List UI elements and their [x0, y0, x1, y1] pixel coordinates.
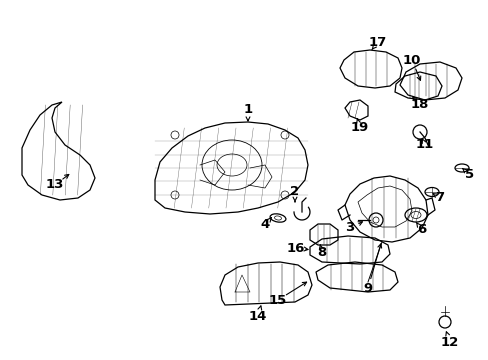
Text: 11: 11 — [415, 139, 433, 152]
Text: 19: 19 — [350, 121, 368, 135]
Text: 9: 9 — [363, 282, 372, 294]
Text: 4: 4 — [260, 219, 269, 231]
Text: 2: 2 — [290, 185, 299, 198]
Text: 13: 13 — [46, 179, 64, 192]
Text: 12: 12 — [440, 336, 458, 348]
Text: 16: 16 — [286, 242, 305, 255]
Text: 10: 10 — [402, 54, 420, 67]
Text: 15: 15 — [268, 293, 286, 306]
Text: 1: 1 — [243, 104, 252, 117]
Text: 7: 7 — [434, 192, 444, 204]
Text: 6: 6 — [417, 224, 426, 237]
Text: 18: 18 — [410, 98, 428, 111]
Text: 17: 17 — [368, 36, 386, 49]
Text: 3: 3 — [345, 221, 354, 234]
Text: 8: 8 — [317, 246, 326, 258]
Text: 14: 14 — [248, 310, 266, 323]
Text: 5: 5 — [465, 168, 473, 181]
